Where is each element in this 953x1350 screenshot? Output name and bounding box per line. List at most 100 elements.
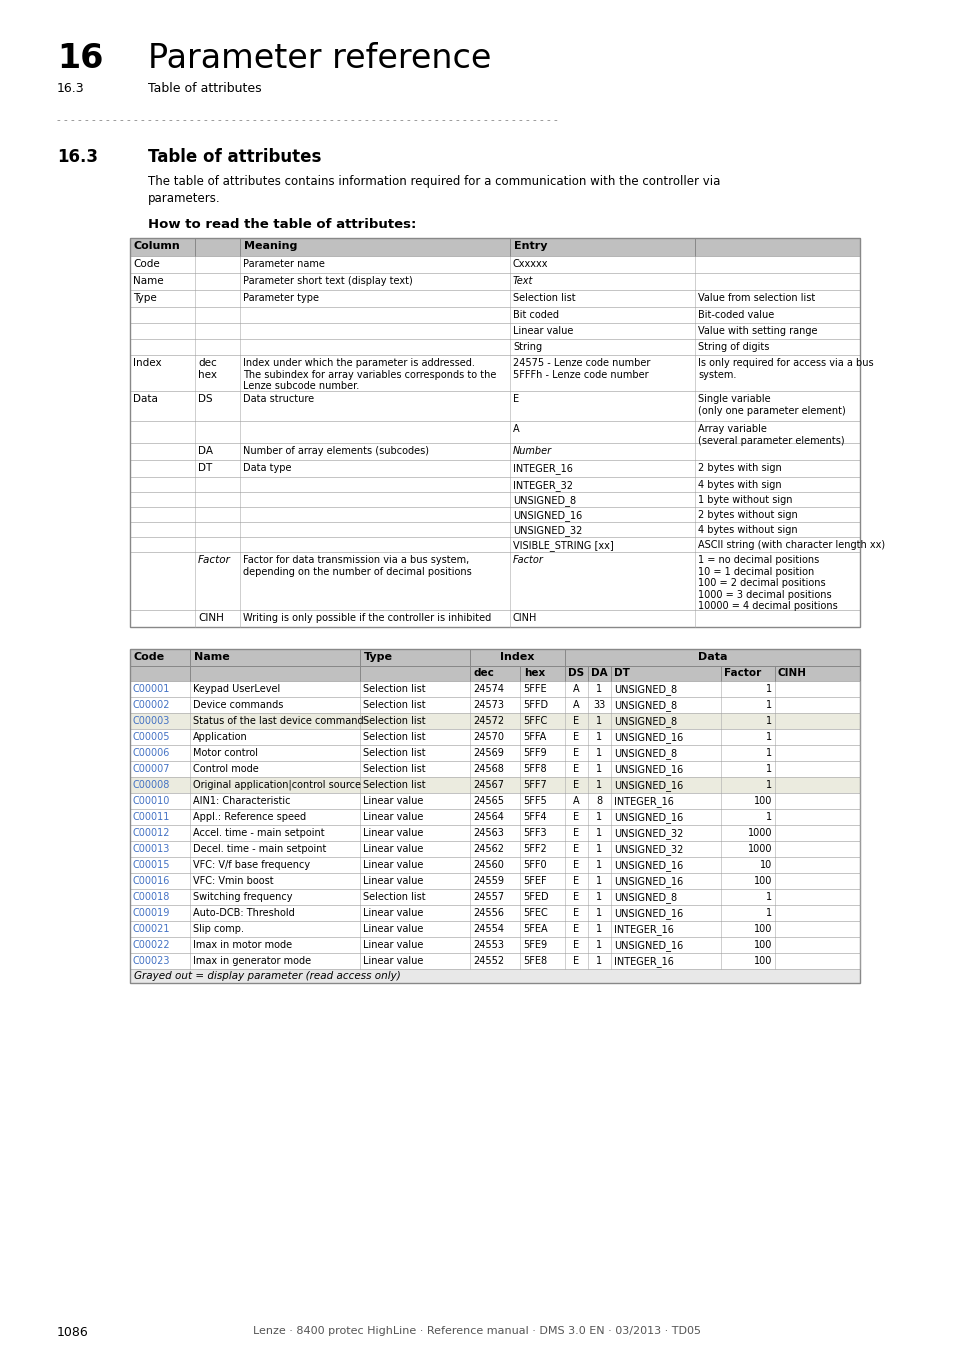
Text: UNSIGNED_16: UNSIGNED_16 (614, 860, 682, 871)
Text: Linear value: Linear value (363, 844, 423, 855)
Text: UNSIGNED_16: UNSIGNED_16 (614, 940, 682, 950)
Text: Parameter reference: Parameter reference (148, 42, 491, 76)
Text: Selection list: Selection list (363, 701, 425, 710)
Text: C00015: C00015 (132, 860, 171, 869)
Text: Bit coded: Bit coded (513, 310, 558, 320)
Text: Bit-coded value: Bit-coded value (698, 310, 774, 320)
Text: DA: DA (198, 446, 213, 456)
Text: Accel. time - main setpoint: Accel. time - main setpoint (193, 828, 324, 838)
Text: E: E (573, 716, 579, 726)
Text: String: String (513, 342, 541, 352)
Text: DA: DA (590, 668, 607, 678)
Text: Appl.: Reference speed: Appl.: Reference speed (193, 811, 306, 822)
Bar (130, 649, 859, 983)
Text: Linear value: Linear value (363, 828, 423, 838)
Text: How to read the table of attributes:: How to read the table of attributes: (148, 217, 416, 231)
Text: E: E (573, 956, 579, 967)
Bar (130, 666, 859, 680)
Text: Factor: Factor (513, 555, 543, 566)
Bar (130, 873, 859, 890)
Text: 1: 1 (765, 909, 771, 918)
Text: 5FED: 5FED (522, 892, 548, 902)
Text: Writing is only possible if the controller is inhibited: Writing is only possible if the controll… (243, 613, 491, 622)
Text: Linear value: Linear value (363, 923, 423, 934)
Text: 1: 1 (596, 860, 602, 869)
Text: 5FEF: 5FEF (522, 876, 546, 886)
Text: VFC: Vmin boost: VFC: Vmin boost (193, 876, 274, 886)
Text: 1: 1 (596, 811, 602, 822)
Text: 1: 1 (596, 923, 602, 934)
Text: 1000: 1000 (747, 844, 771, 855)
Text: UNSIGNED_16: UNSIGNED_16 (513, 510, 581, 521)
Bar (130, 552, 859, 610)
Text: 24570: 24570 (473, 732, 503, 742)
Text: 1: 1 (765, 684, 771, 694)
Bar (130, 477, 859, 491)
Text: Slip comp.: Slip comp. (193, 923, 244, 934)
Text: 1: 1 (596, 876, 602, 886)
Text: Parameter type: Parameter type (243, 293, 318, 302)
Text: 1086: 1086 (57, 1326, 89, 1339)
Text: UNSIGNED_8: UNSIGNED_8 (614, 701, 677, 711)
Text: DS: DS (198, 394, 213, 404)
Text: Data type: Data type (243, 463, 292, 472)
Text: 1: 1 (765, 716, 771, 726)
Text: Data: Data (697, 652, 726, 662)
Text: 5FF7: 5FF7 (522, 780, 546, 790)
Text: C00023: C00023 (132, 956, 171, 967)
Text: Linear value: Linear value (363, 956, 423, 967)
Text: dec: dec (474, 668, 495, 678)
Bar (130, 339, 859, 355)
Text: dec
hex: dec hex (198, 358, 216, 379)
Text: Imax in generator mode: Imax in generator mode (193, 956, 311, 967)
Bar (130, 921, 859, 937)
Bar (130, 238, 859, 626)
Text: A: A (573, 796, 579, 806)
Text: Data: Data (132, 394, 157, 404)
Text: Cxxxxx: Cxxxxx (513, 259, 548, 269)
Text: 100: 100 (753, 940, 771, 950)
Text: 1: 1 (596, 716, 602, 726)
Text: 100: 100 (753, 796, 771, 806)
Text: UNSIGNED_32: UNSIGNED_32 (513, 525, 581, 536)
Text: Selection list: Selection list (363, 716, 425, 726)
Text: Code: Code (133, 652, 165, 662)
Text: 1 = no decimal positions
10 = 1 decimal position
100 = 2 decimal positions
1000 : 1 = no decimal positions 10 = 1 decimal … (698, 555, 837, 612)
Text: Application: Application (193, 732, 248, 742)
Bar (130, 522, 859, 537)
Bar (130, 421, 859, 443)
Text: Keypad UserLevel: Keypad UserLevel (193, 684, 280, 694)
Text: E: E (573, 844, 579, 855)
Text: Linear value: Linear value (513, 325, 573, 336)
Text: C00010: C00010 (132, 796, 171, 806)
Text: 24559: 24559 (473, 876, 503, 886)
Text: Code: Code (132, 259, 159, 269)
Bar (130, 290, 859, 306)
Text: Control mode: Control mode (193, 764, 258, 774)
Text: 5FF4: 5FF4 (522, 811, 546, 822)
Text: C00019: C00019 (132, 909, 171, 918)
Text: Motor control: Motor control (193, 748, 257, 757)
Text: A: A (573, 684, 579, 694)
Text: UNSIGNED_16: UNSIGNED_16 (614, 876, 682, 887)
Text: C00003: C00003 (132, 716, 171, 726)
Text: Table of attributes: Table of attributes (148, 82, 261, 94)
Text: E: E (573, 940, 579, 950)
Bar (130, 713, 859, 729)
Text: 1: 1 (765, 701, 771, 710)
Text: 24574: 24574 (473, 684, 503, 694)
Bar (130, 697, 859, 713)
Text: UNSIGNED_16: UNSIGNED_16 (614, 764, 682, 775)
Text: 1: 1 (596, 844, 602, 855)
Text: Factor: Factor (723, 668, 760, 678)
Text: 2 bytes without sign: 2 bytes without sign (698, 510, 797, 520)
Bar (130, 392, 859, 421)
Bar (130, 443, 859, 460)
Bar (130, 491, 859, 508)
Text: E: E (573, 923, 579, 934)
Text: INTEGER_32: INTEGER_32 (513, 481, 573, 491)
Text: 1: 1 (596, 764, 602, 774)
Bar (130, 825, 859, 841)
Text: 10: 10 (759, 860, 771, 869)
Bar (130, 238, 859, 256)
